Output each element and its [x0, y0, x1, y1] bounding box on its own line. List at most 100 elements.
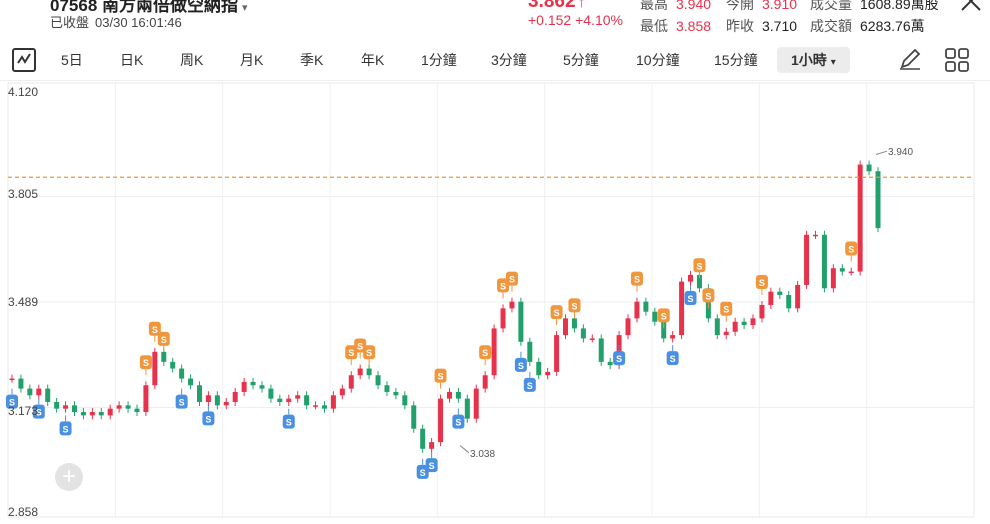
candle-body — [696, 274, 702, 289]
ticker-title[interactable]: 07568 南方兩倍做空納指 ▾ — [50, 0, 248, 16]
candle-body — [813, 234, 819, 237]
tab-5min[interactable]: 5分鐘 — [563, 52, 599, 68]
candle-body — [741, 321, 747, 326]
chart-type-icon[interactable] — [12, 48, 36, 72]
grid-layout-icon[interactable] — [944, 47, 970, 73]
price-chart[interactable]: S S S S S S S S S S S S S S S S S S S S S S S S S S S S S S S S S 3.940 3.… — [0, 81, 990, 519]
min-price-label: 3.038 — [470, 449, 495, 460]
tab-5day[interactable]: 5日 — [61, 52, 83, 68]
candle-body — [509, 301, 515, 309]
trade-marker-badge — [845, 241, 858, 256]
trade-marker-badge — [720, 301, 733, 316]
add-button[interactable]: + — [55, 463, 83, 491]
candle-body — [170, 361, 176, 369]
candle-body — [357, 368, 363, 376]
trade-marker-badge — [684, 290, 697, 305]
tab-1min[interactable]: 1分鐘 — [421, 52, 457, 68]
candle-body — [607, 361, 613, 366]
candle-body — [116, 405, 122, 409]
candle-body — [232, 391, 238, 402]
tab-quarterly-k[interactable]: 季K — [300, 52, 324, 68]
trade-marker-label: S — [482, 348, 488, 358]
candle-body — [152, 351, 158, 386]
stat-label: 最低 — [640, 18, 668, 34]
tab-monthly-k[interactable]: 月K — [240, 52, 264, 68]
quote-header: 07568 南方兩倍做空納指 ▾ 已收盤 03/30 16:01:46 3.862 ↑… — [0, 0, 990, 40]
trade-marker-badge — [755, 274, 768, 289]
candle-body — [268, 388, 274, 399]
trade-marker-badge — [425, 458, 438, 473]
candle-body — [714, 318, 720, 336]
stat-value: 1608.89萬股 — [860, 0, 939, 12]
trade-marker-label: S — [366, 348, 372, 358]
trade-marker-badge — [139, 355, 152, 370]
tab-1hour[interactable]: 1小時 ▾ — [777, 47, 850, 73]
candle-body — [571, 318, 577, 329]
candle-body — [839, 268, 845, 272]
candle-body — [89, 412, 95, 416]
trade-marker-badge — [434, 368, 447, 383]
tab-3min[interactable]: 3分鐘 — [491, 52, 527, 68]
tab-daily-k[interactable]: 日K — [120, 52, 144, 68]
trade-marker-label: S — [286, 418, 292, 428]
draw-pencil-icon[interactable] — [896, 45, 924, 73]
trade-marker-badge — [363, 345, 376, 360]
candle-body — [250, 381, 256, 386]
tab-yearly-k[interactable]: 年K — [361, 52, 385, 68]
stat-value: 6283.76萬 — [860, 18, 925, 34]
trade-marker-label: S — [9, 398, 15, 408]
candle-body — [45, 388, 51, 402]
candle-body — [27, 388, 33, 396]
candle-body — [134, 408, 140, 413]
candle-body — [429, 442, 435, 449]
candle-body — [643, 301, 649, 312]
trade-marker-label: S — [848, 245, 854, 255]
candle-body — [536, 361, 542, 376]
trade-marker-label: S — [527, 381, 533, 391]
candle-body — [259, 385, 265, 389]
tab-weekly-k[interactable]: 周K — [180, 52, 204, 68]
trade-marker-badge — [157, 331, 170, 346]
trade-marker-badge — [550, 305, 563, 320]
candle-body — [500, 308, 506, 329]
candle-body — [750, 318, 756, 326]
trade-marker-label: S — [420, 468, 426, 478]
trade-marker-badge — [568, 298, 581, 313]
candle-body — [554, 335, 560, 372]
candle-body — [411, 405, 417, 429]
chevron-down-icon[interactable]: ▾ — [242, 2, 248, 14]
candle-body — [223, 401, 229, 406]
price-change: +0.152 +4.10% — [528, 12, 623, 28]
candle-body — [732, 321, 738, 332]
trade-marker-badge — [59, 421, 72, 436]
candle-body — [455, 391, 461, 399]
stat-value: 3.858 — [676, 18, 712, 34]
tab-15min[interactable]: 15分鐘 — [714, 52, 758, 68]
candle-body — [63, 405, 69, 409]
candle-body — [125, 405, 131, 409]
trade-marker-badge — [657, 308, 670, 323]
stat-volume: 成交量 1608.89萬股 — [810, 0, 939, 14]
candle-body — [795, 284, 801, 309]
candle-body — [821, 234, 827, 289]
candle-body — [688, 274, 694, 282]
trade-marker-label: S — [500, 281, 506, 291]
candle-body — [339, 388, 345, 396]
close-icon[interactable] — [958, 0, 984, 14]
period-toolbar: 5日 日K 周K 月K 季K 年K 1分鐘 3分鐘 5分鐘 10分鐘 15分鐘 … — [0, 42, 990, 81]
tab-10min[interactable]: 10分鐘 — [636, 52, 680, 68]
chevron-down-icon: ▾ — [830, 57, 836, 68]
trade-marker-label: S — [634, 275, 640, 285]
candle-body — [214, 395, 220, 406]
trade-marker-badge — [148, 321, 161, 336]
stat-turnover: 成交額 6283.76萬 — [810, 16, 925, 36]
trade-marker-label: S — [696, 261, 702, 271]
candle-body — [348, 375, 354, 389]
up-arrow-icon: ↑ — [577, 0, 586, 11]
candle-body — [491, 328, 497, 376]
trade-marker-label: S — [143, 358, 149, 368]
candle-body — [777, 291, 783, 295]
trade-marker-label: S — [438, 372, 444, 382]
trade-marker-badge — [630, 271, 643, 286]
